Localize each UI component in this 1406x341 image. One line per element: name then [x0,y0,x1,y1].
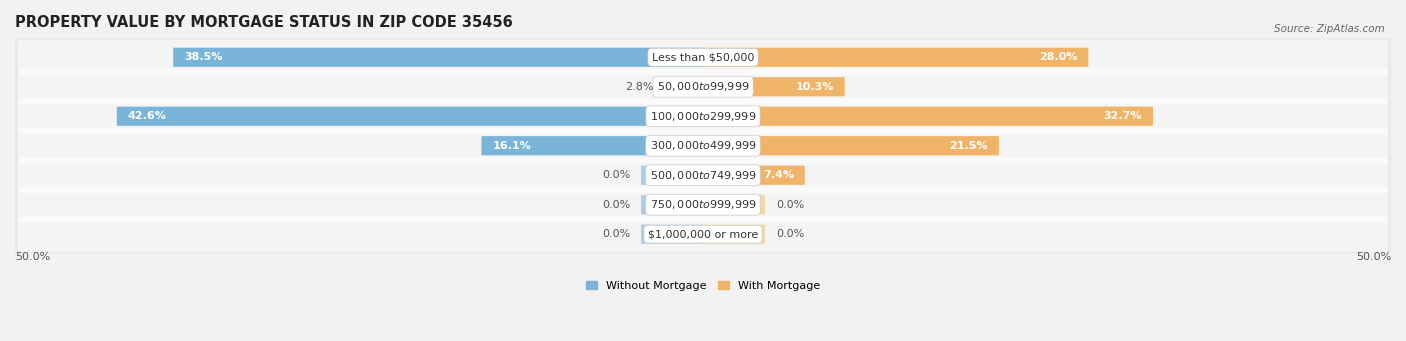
FancyBboxPatch shape [665,77,703,97]
FancyBboxPatch shape [117,107,703,126]
Text: 38.5%: 38.5% [184,52,222,62]
FancyBboxPatch shape [703,48,1088,67]
Text: 16.1%: 16.1% [492,141,531,151]
Text: 50.0%: 50.0% [15,252,51,263]
Text: $500,000 to $749,999: $500,000 to $749,999 [650,169,756,182]
FancyBboxPatch shape [18,187,1388,223]
FancyBboxPatch shape [703,166,804,185]
FancyBboxPatch shape [18,128,1388,164]
Text: $750,000 to $999,999: $750,000 to $999,999 [650,198,756,211]
Text: Less than $50,000: Less than $50,000 [652,52,754,62]
FancyBboxPatch shape [18,216,1388,252]
Text: 50.0%: 50.0% [1355,252,1391,263]
Text: 0.0%: 0.0% [776,229,804,239]
Text: 42.6%: 42.6% [128,111,167,121]
FancyBboxPatch shape [703,225,765,244]
FancyBboxPatch shape [703,77,845,97]
Text: 2.8%: 2.8% [624,82,654,92]
Legend: Without Mortgage, With Mortgage: Without Mortgage, With Mortgage [582,276,824,295]
FancyBboxPatch shape [703,195,765,214]
Text: 28.0%: 28.0% [1039,52,1077,62]
Text: 32.7%: 32.7% [1104,111,1142,121]
FancyBboxPatch shape [641,166,703,185]
Text: $50,000 to $99,999: $50,000 to $99,999 [657,80,749,93]
FancyBboxPatch shape [14,212,1392,256]
FancyBboxPatch shape [14,35,1392,79]
FancyBboxPatch shape [641,225,703,244]
FancyBboxPatch shape [14,65,1392,109]
FancyBboxPatch shape [14,124,1392,168]
FancyBboxPatch shape [481,136,703,155]
Text: Source: ZipAtlas.com: Source: ZipAtlas.com [1274,24,1385,34]
Text: 10.3%: 10.3% [796,82,834,92]
FancyBboxPatch shape [173,48,703,67]
Text: PROPERTY VALUE BY MORTGAGE STATUS IN ZIP CODE 35456: PROPERTY VALUE BY MORTGAGE STATUS IN ZIP… [15,15,513,30]
Text: $300,000 to $499,999: $300,000 to $499,999 [650,139,756,152]
Text: 0.0%: 0.0% [602,229,630,239]
Text: 7.4%: 7.4% [763,170,794,180]
Text: 21.5%: 21.5% [949,141,988,151]
FancyBboxPatch shape [641,195,703,214]
Text: $100,000 to $299,999: $100,000 to $299,999 [650,110,756,123]
Text: 0.0%: 0.0% [602,200,630,210]
FancyBboxPatch shape [18,40,1388,75]
FancyBboxPatch shape [18,69,1388,105]
FancyBboxPatch shape [14,153,1392,197]
Text: $1,000,000 or more: $1,000,000 or more [648,229,758,239]
FancyBboxPatch shape [703,136,998,155]
FancyBboxPatch shape [18,157,1388,193]
FancyBboxPatch shape [18,99,1388,134]
Text: 0.0%: 0.0% [602,170,630,180]
FancyBboxPatch shape [703,107,1153,126]
FancyBboxPatch shape [14,94,1392,138]
FancyBboxPatch shape [14,183,1392,227]
Text: 0.0%: 0.0% [776,200,804,210]
